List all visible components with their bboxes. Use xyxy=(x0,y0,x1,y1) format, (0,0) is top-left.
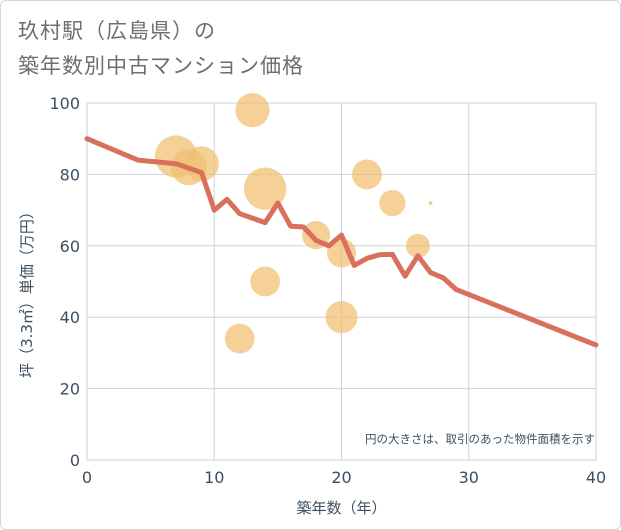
bubble-layer xyxy=(154,93,433,354)
data-bubble xyxy=(352,159,382,190)
y-tick-label: 60 xyxy=(60,237,80,256)
y-tick-label: 80 xyxy=(60,165,80,184)
y-tick-label: 0 xyxy=(70,451,80,470)
chart-note: 円の大きさは、取引のあった物件面積を示す xyxy=(365,432,595,446)
chart-title-line2: 築年数別中古マンション価格 xyxy=(18,54,304,78)
x-tick-label: 40 xyxy=(586,468,606,487)
data-bubble xyxy=(325,301,358,334)
x-tick-label: 10 xyxy=(204,468,224,487)
chart-title-line1: 玖村駅（広島県）の xyxy=(18,19,216,43)
data-bubble xyxy=(243,167,287,210)
y-axis-label: 坪（3.3㎡）単価（万円） xyxy=(18,204,36,378)
y-tick-label: 40 xyxy=(60,308,80,327)
x-tick-label: 20 xyxy=(331,468,351,487)
data-bubble xyxy=(235,93,270,128)
trend-line-layer xyxy=(84,136,599,348)
axis-layer: 0 20 40 60 80 100 0 10 20 30 40 xyxy=(49,94,606,487)
data-bubble xyxy=(224,323,255,354)
chart-title: 玖村駅（広島県）の 築年数別中古マンション価格 xyxy=(18,14,304,84)
data-bubble xyxy=(428,200,433,205)
data-bubble xyxy=(327,238,356,268)
x-axis-label: 築年数（年） xyxy=(296,499,386,517)
x-tick-label: 0 xyxy=(82,468,92,487)
data-bubble xyxy=(379,189,406,217)
data-bubble xyxy=(405,233,430,258)
grid-layer xyxy=(86,102,597,461)
y-tick-label: 100 xyxy=(49,94,80,113)
data-bubble xyxy=(250,266,281,297)
data-bubble xyxy=(184,146,219,182)
x-tick-label: 30 xyxy=(459,468,479,487)
y-tick-label: 20 xyxy=(60,380,80,399)
trend-line xyxy=(84,136,599,348)
